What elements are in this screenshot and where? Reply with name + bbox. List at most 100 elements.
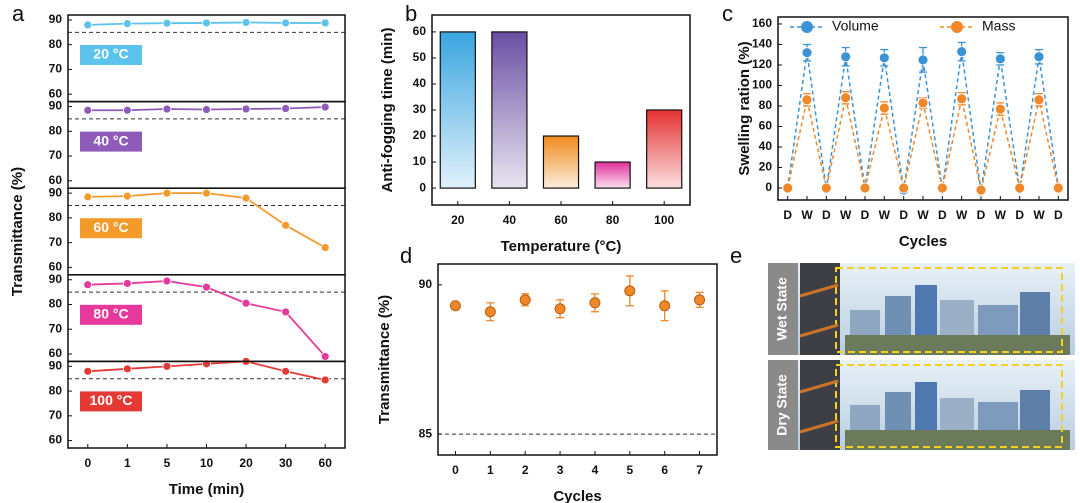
point [1033, 51, 1045, 63]
legend-label: Mass [982, 18, 1015, 34]
point [1014, 182, 1026, 194]
point [83, 105, 93, 115]
x-tick-label: 4 [592, 463, 599, 477]
legend-marker [801, 21, 813, 33]
y-tick-label: 60 [49, 346, 63, 360]
series-line [786, 51, 1060, 192]
point [162, 188, 172, 198]
photo-label: Dry State [774, 374, 790, 436]
point [281, 307, 291, 317]
x-axis-label: Cycles [553, 488, 601, 503]
point [83, 192, 93, 202]
point [859, 182, 871, 194]
point [801, 47, 813, 59]
y-tick-label: 70 [49, 408, 63, 422]
series-label: 100 °C [90, 392, 133, 408]
bar [491, 31, 528, 189]
x-tick-label: 60 [554, 213, 568, 227]
point [898, 182, 910, 194]
point [320, 375, 330, 385]
series-label: 20 °C [93, 46, 128, 62]
y-tick-label: 90 [49, 272, 63, 286]
photo-wet: Wet State [768, 263, 1075, 355]
x-tick-label: W [1033, 208, 1045, 222]
point [320, 352, 330, 361]
series-label: 40 °C [93, 132, 128, 148]
x-tick-label: 20 [239, 456, 253, 470]
x-tick-label: D [861, 208, 870, 222]
y-tick-label: 140 [752, 37, 772, 51]
series-line [786, 97, 1060, 191]
x-tick-label: 20 [451, 213, 465, 227]
x-tick-label: 60 [319, 456, 333, 470]
x-tick-label: 30 [279, 456, 293, 470]
x-tick-label: 40 [503, 213, 517, 227]
point [956, 93, 968, 105]
point [162, 361, 172, 371]
point [589, 297, 601, 309]
point [840, 51, 852, 63]
y-tick-label: 30 [413, 102, 427, 116]
x-tick-label: 3 [557, 463, 564, 477]
series-label-box [80, 45, 142, 65]
x-tick-label: W [956, 208, 968, 222]
point [878, 102, 890, 114]
y-tick-label: 80 [49, 297, 63, 311]
photo-label: Wet State [774, 277, 790, 341]
legend-label: Volume [832, 18, 879, 34]
point [162, 276, 172, 286]
point [241, 193, 251, 203]
point [975, 184, 987, 196]
y-tick-label: 80 [49, 123, 63, 137]
y-tick-label: 80 [759, 98, 773, 112]
x-tick-label: D [783, 208, 792, 222]
point [1052, 182, 1064, 194]
point [122, 105, 132, 115]
point [122, 364, 132, 374]
x-tick-label: W [917, 208, 929, 222]
y-tick-label: 90 [49, 185, 63, 199]
point [202, 188, 211, 198]
x-tick-label: 7 [696, 463, 703, 477]
y-tick-label: 20 [759, 160, 773, 174]
x-axis-label: Time (min) [169, 481, 245, 498]
x-tick-label: 6 [661, 463, 668, 477]
point [449, 300, 461, 312]
point [801, 94, 813, 106]
bar [646, 109, 683, 189]
point [281, 104, 291, 113]
x-tick-label: 80 [606, 213, 620, 227]
y-tick-label: 160 [752, 16, 772, 30]
point [624, 285, 636, 297]
plot-frame [431, 14, 691, 206]
point [83, 366, 93, 376]
x-tick-label: W [840, 208, 852, 222]
y-tick-label: 90 [419, 277, 433, 291]
point [519, 294, 531, 306]
x-tick-label: D [977, 208, 986, 222]
point [694, 294, 706, 306]
point [241, 104, 251, 114]
plot-frame [777, 16, 1069, 201]
y-tick-label: 80 [49, 210, 63, 224]
point [994, 53, 1006, 65]
x-tick-label: 10 [200, 456, 214, 470]
panel-label: d [400, 243, 412, 268]
point [202, 105, 211, 114]
point [202, 18, 211, 28]
series-label-box [80, 304, 142, 325]
y-axis-label: Swelling ration (%) [736, 41, 753, 175]
x-tick-label: 5 [626, 463, 633, 477]
y-tick-label: 40 [759, 139, 773, 153]
point [782, 182, 794, 194]
point [281, 18, 291, 28]
legend-marker [951, 21, 963, 33]
x-axis-label: Temperature (°C) [501, 238, 622, 255]
y-tick-label: 90 [49, 12, 63, 26]
point [1033, 94, 1045, 106]
point [162, 104, 172, 114]
y-tick-label: 70 [49, 62, 63, 76]
bar [594, 161, 631, 189]
x-tick-label: 100 [654, 213, 674, 227]
y-tick-label: 70 [49, 321, 63, 335]
